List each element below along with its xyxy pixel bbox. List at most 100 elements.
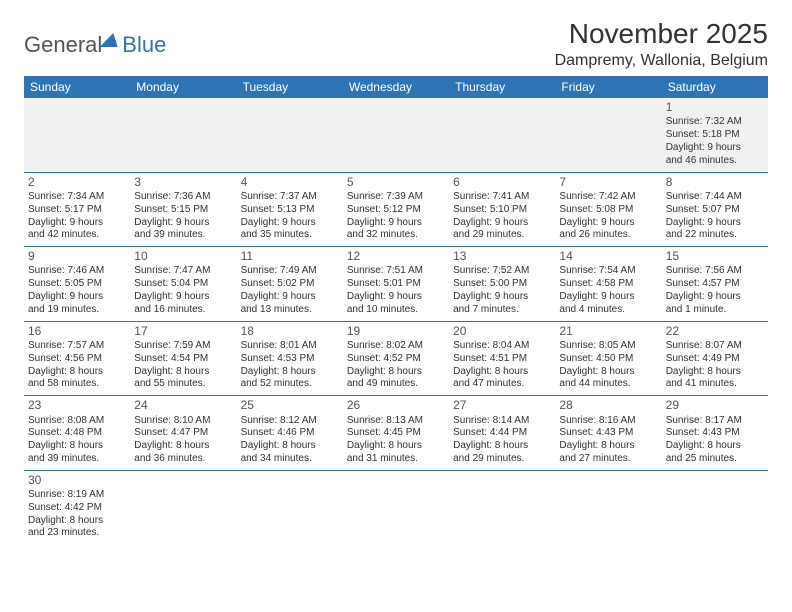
- day-number: 9: [28, 249, 126, 264]
- day-detail: Sunrise: 8:08 AM: [28, 415, 126, 428]
- day-detail: Sunset: 5:01 PM: [347, 278, 445, 291]
- day-detail: Daylight: 8 hours: [666, 366, 764, 379]
- calendar-empty-cell: [343, 98, 449, 172]
- day-detail: and 29 minutes.: [453, 229, 551, 242]
- day-detail: and 16 minutes.: [134, 304, 232, 317]
- day-detail: and 39 minutes.: [28, 453, 126, 466]
- day-number: 23: [28, 398, 126, 413]
- day-detail: Sunrise: 7:44 AM: [666, 191, 764, 204]
- day-detail: and 25 minutes.: [666, 453, 764, 466]
- calendar-table: SundayMondayTuesdayWednesdayThursdayFrid…: [24, 76, 768, 544]
- day-detail: Sunset: 4:42 PM: [28, 502, 126, 515]
- calendar-day-cell: 6Sunrise: 7:41 AMSunset: 5:10 PMDaylight…: [449, 172, 555, 247]
- calendar-day-cell: 20Sunrise: 8:04 AMSunset: 4:51 PMDayligh…: [449, 321, 555, 396]
- day-detail: Daylight: 9 hours: [666, 291, 764, 304]
- day-detail: Sunrise: 7:36 AM: [134, 191, 232, 204]
- day-detail: Sunset: 5:17 PM: [28, 204, 126, 217]
- calendar-week-row: 1Sunrise: 7:32 AMSunset: 5:18 PMDaylight…: [24, 98, 768, 172]
- day-detail: Daylight: 8 hours: [559, 366, 657, 379]
- day-detail: Sunset: 5:00 PM: [453, 278, 551, 291]
- calendar-day-cell: 18Sunrise: 8:01 AMSunset: 4:53 PMDayligh…: [237, 321, 343, 396]
- day-detail: and 41 minutes.: [666, 378, 764, 391]
- day-number: 22: [666, 324, 764, 339]
- day-detail: Sunrise: 8:01 AM: [241, 340, 339, 353]
- day-detail: and 19 minutes.: [28, 304, 126, 317]
- day-detail: Sunrise: 7:56 AM: [666, 265, 764, 278]
- weekday-header: Thursday: [449, 76, 555, 98]
- day-detail: Sunset: 5:13 PM: [241, 204, 339, 217]
- day-detail: Sunrise: 7:34 AM: [28, 191, 126, 204]
- day-detail: and 7 minutes.: [453, 304, 551, 317]
- day-detail: Sunrise: 7:37 AM: [241, 191, 339, 204]
- calendar-week-row: 9Sunrise: 7:46 AMSunset: 5:05 PMDaylight…: [24, 247, 768, 322]
- day-number: 28: [559, 398, 657, 413]
- day-detail: Daylight: 8 hours: [28, 366, 126, 379]
- day-detail: Daylight: 9 hours: [347, 217, 445, 230]
- calendar-page: General Blue November 2025 Dampremy, Wal…: [0, 0, 792, 554]
- calendar-body: 1Sunrise: 7:32 AMSunset: 5:18 PMDaylight…: [24, 98, 768, 544]
- day-number: 24: [134, 398, 232, 413]
- day-detail: Sunrise: 7:54 AM: [559, 265, 657, 278]
- day-number: 17: [134, 324, 232, 339]
- day-detail: and 32 minutes.: [347, 229, 445, 242]
- day-number: 4: [241, 175, 339, 190]
- calendar-empty-cell: [237, 98, 343, 172]
- day-detail: Sunset: 5:04 PM: [134, 278, 232, 291]
- day-detail: and 46 minutes.: [666, 155, 764, 168]
- day-number: 20: [453, 324, 551, 339]
- calendar-week-row: 30Sunrise: 8:19 AMSunset: 4:42 PMDayligh…: [24, 470, 768, 544]
- day-detail: Sunset: 4:52 PM: [347, 353, 445, 366]
- day-detail: Sunset: 5:08 PM: [559, 204, 657, 217]
- day-detail: Sunset: 5:12 PM: [347, 204, 445, 217]
- day-number: 8: [666, 175, 764, 190]
- calendar-day-cell: 17Sunrise: 7:59 AMSunset: 4:54 PMDayligh…: [130, 321, 236, 396]
- day-detail: Daylight: 9 hours: [134, 291, 232, 304]
- day-detail: Sunset: 4:48 PM: [28, 427, 126, 440]
- day-detail: Sunset: 4:47 PM: [134, 427, 232, 440]
- day-number: 10: [134, 249, 232, 264]
- day-detail: Sunrise: 7:42 AM: [559, 191, 657, 204]
- day-detail: and 22 minutes.: [666, 229, 764, 242]
- day-detail: and 34 minutes.: [241, 453, 339, 466]
- day-number: 13: [453, 249, 551, 264]
- calendar-empty-cell: [130, 470, 236, 544]
- calendar-day-cell: 12Sunrise: 7:51 AMSunset: 5:01 PMDayligh…: [343, 247, 449, 322]
- day-detail: and 29 minutes.: [453, 453, 551, 466]
- day-detail: Sunset: 5:07 PM: [666, 204, 764, 217]
- day-detail: and 52 minutes.: [241, 378, 339, 391]
- day-detail: Daylight: 8 hours: [28, 440, 126, 453]
- day-detail: and 44 minutes.: [559, 378, 657, 391]
- day-detail: and 4 minutes.: [559, 304, 657, 317]
- brand-part2: Blue: [122, 32, 166, 58]
- day-detail: Daylight: 9 hours: [134, 217, 232, 230]
- calendar-empty-cell: [449, 470, 555, 544]
- day-detail: Daylight: 9 hours: [559, 291, 657, 304]
- day-number: 15: [666, 249, 764, 264]
- day-number: 3: [134, 175, 232, 190]
- day-detail: Sunset: 4:51 PM: [453, 353, 551, 366]
- day-detail: Daylight: 9 hours: [241, 291, 339, 304]
- day-detail: Sunrise: 8:10 AM: [134, 415, 232, 428]
- calendar-day-cell: 2Sunrise: 7:34 AMSunset: 5:17 PMDaylight…: [24, 172, 130, 247]
- day-detail: Sunset: 5:02 PM: [241, 278, 339, 291]
- month-title: November 2025: [555, 18, 768, 50]
- day-detail: Daylight: 9 hours: [666, 142, 764, 155]
- day-detail: Daylight: 9 hours: [28, 217, 126, 230]
- day-detail: and 31 minutes.: [347, 453, 445, 466]
- day-detail: and 58 minutes.: [28, 378, 126, 391]
- calendar-day-cell: 5Sunrise: 7:39 AMSunset: 5:12 PMDaylight…: [343, 172, 449, 247]
- day-detail: Sunrise: 7:52 AM: [453, 265, 551, 278]
- day-number: 21: [559, 324, 657, 339]
- day-detail: Sunset: 4:57 PM: [666, 278, 764, 291]
- weekday-header: Friday: [555, 76, 661, 98]
- day-detail: Daylight: 8 hours: [559, 440, 657, 453]
- day-detail: and 1 minute.: [666, 304, 764, 317]
- day-detail: Daylight: 8 hours: [453, 440, 551, 453]
- brand-part1: General: [24, 32, 102, 58]
- day-number: 27: [453, 398, 551, 413]
- calendar-empty-cell: [343, 470, 449, 544]
- day-detail: Sunset: 5:15 PM: [134, 204, 232, 217]
- calendar-day-cell: 8Sunrise: 7:44 AMSunset: 5:07 PMDaylight…: [662, 172, 768, 247]
- day-number: 7: [559, 175, 657, 190]
- calendar-week-row: 16Sunrise: 7:57 AMSunset: 4:56 PMDayligh…: [24, 321, 768, 396]
